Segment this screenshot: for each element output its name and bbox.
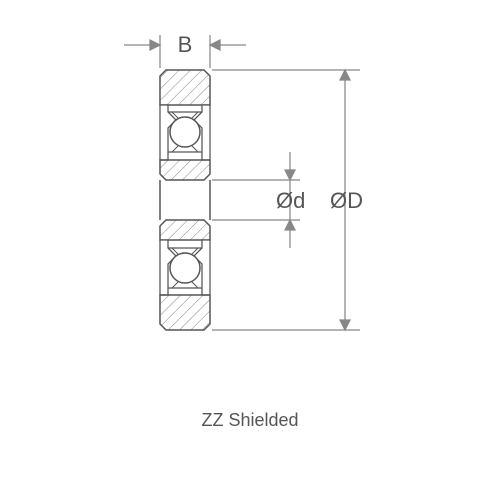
diagram-canvas: B Ød ØD ZZ Shielde [0,0,500,500]
top-outer-ring [160,70,210,105]
top-shield-ball [160,105,210,160]
bottom-inner-ring [160,220,210,240]
dimension-B: B [124,32,246,68]
bore-gap [160,180,210,220]
label-D: ØD [330,188,363,213]
caption-text: ZZ Shielded [0,410,500,431]
dimension-d: Ød [212,152,305,248]
top-inner-ring [160,160,210,180]
label-B: B [178,32,193,57]
label-d: Ød [276,188,305,213]
bottom-shield-ball [160,240,210,295]
bottom-outer-ring [160,295,210,330]
